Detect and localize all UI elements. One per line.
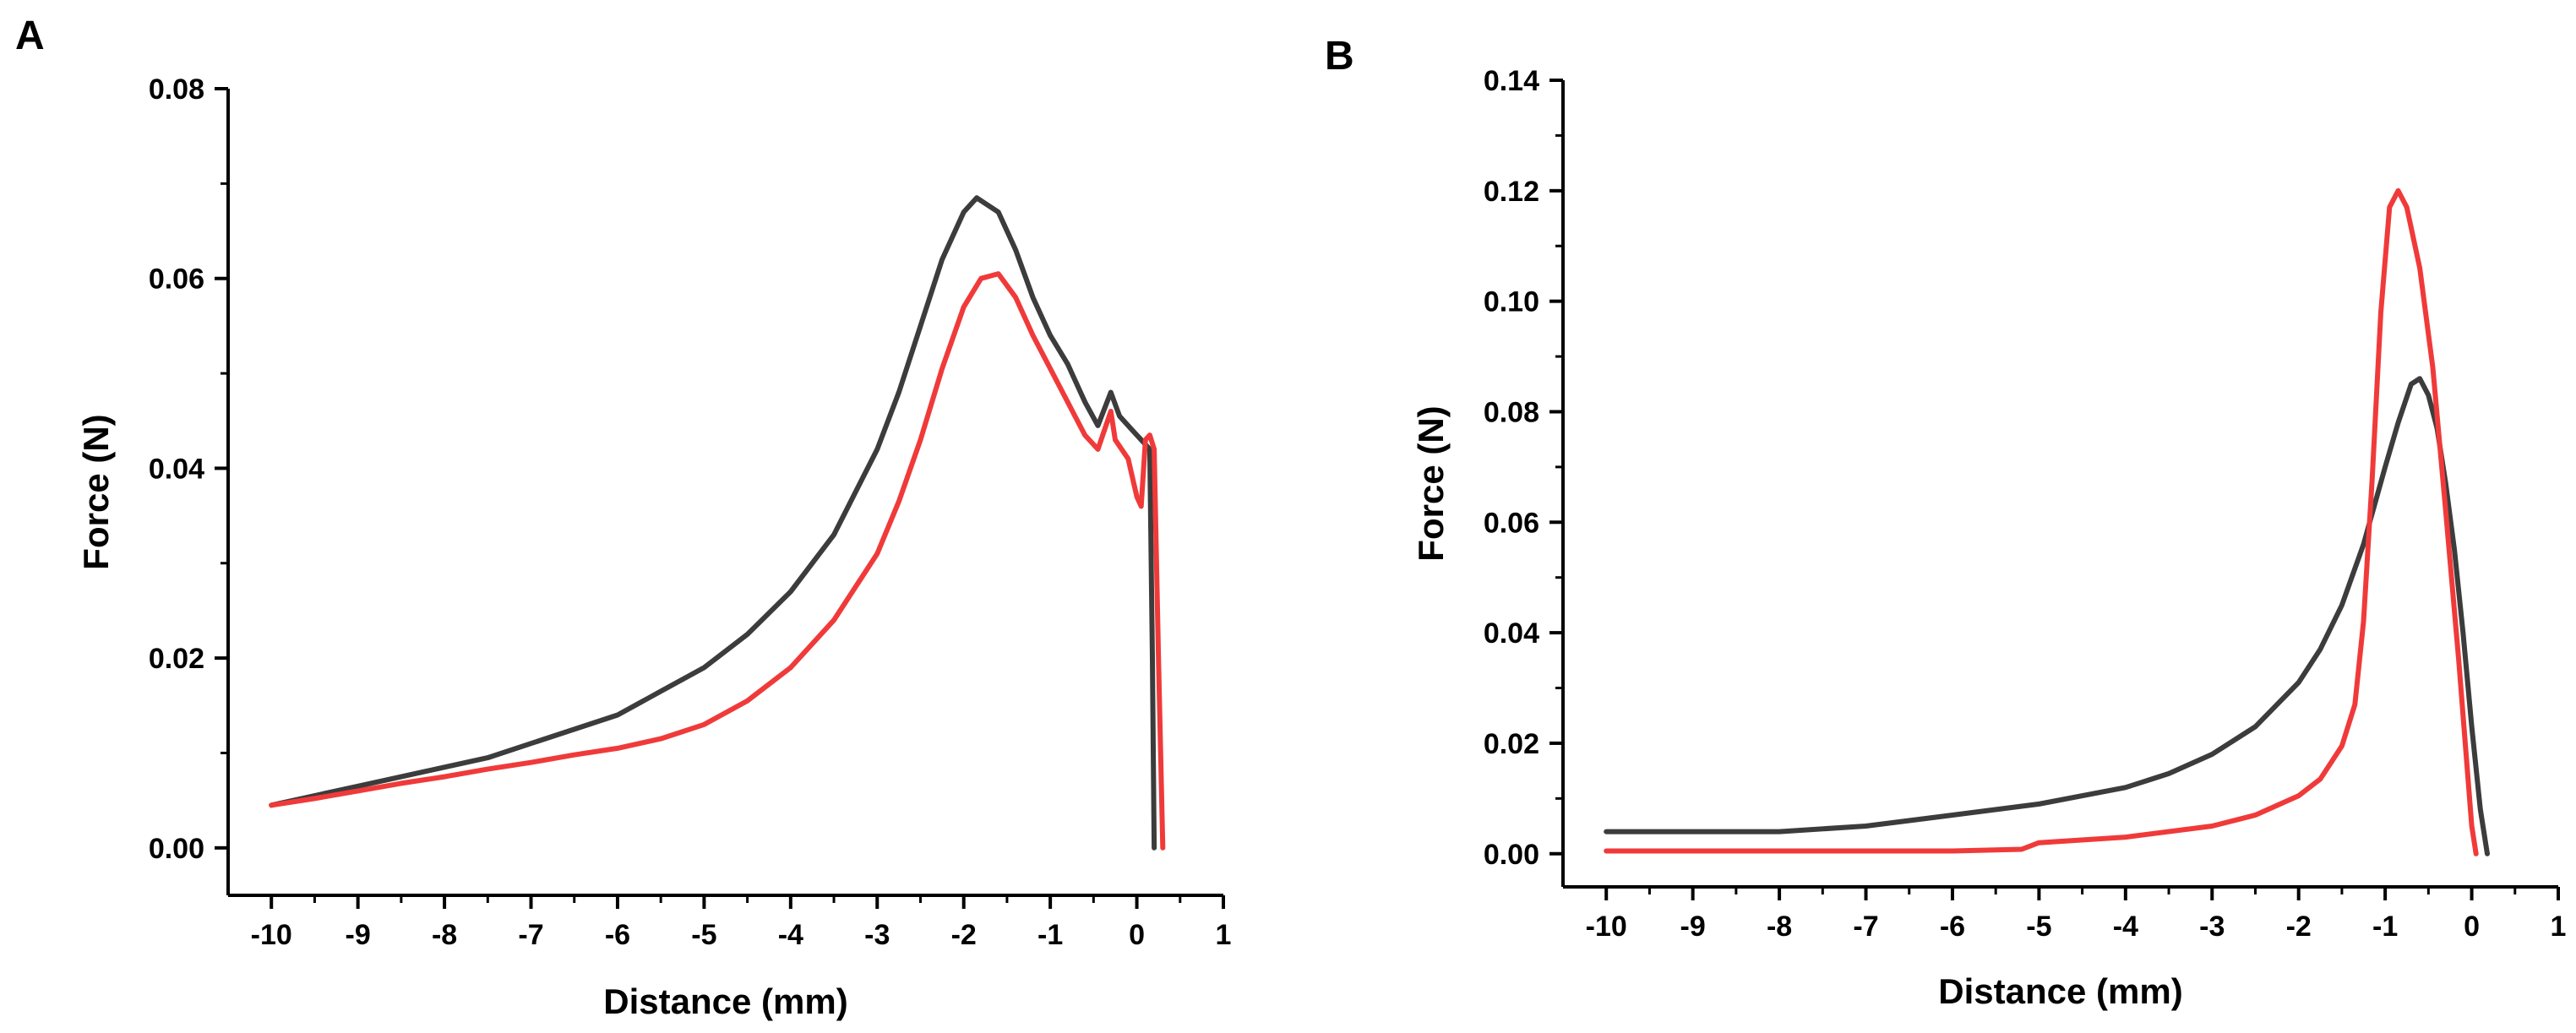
x-tick-label: -4 — [778, 919, 803, 951]
y-tick-label: 0.14 — [1484, 65, 1539, 97]
x-tick-label: -6 — [1940, 911, 1965, 943]
x-tick-label: -1 — [2372, 911, 2398, 943]
y-tick-label: 0.02 — [149, 643, 204, 675]
x-tick-label: -8 — [1767, 911, 1792, 943]
x-tick-label: -5 — [2026, 911, 2051, 943]
x-tick-label: -3 — [864, 919, 890, 951]
x-tick-label: -3 — [2199, 911, 2225, 943]
chart-panel-a: A-10 -9 -8 -7 -6 -5 -4 -3 -2 -1 0 10.000.020.040.06… — [15, 14, 1231, 1021]
x-tick-label: -10 — [251, 919, 292, 951]
x-tick-label: -8 — [432, 919, 457, 951]
y-axis-title: Force (N) — [76, 414, 116, 569]
y-tick-label: 0.04 — [1484, 617, 1539, 650]
series-line-black — [1604, 376, 2490, 856]
x-tick-label: -10 — [1586, 911, 1627, 943]
y-tick-label: 0.12 — [1484, 176, 1539, 208]
x-tick-label: -7 — [1853, 911, 1878, 943]
x-tick-label: 1 — [2551, 911, 2567, 943]
y-tick-label: 0.08 — [149, 73, 204, 106]
x-tick-label: 0 — [1129, 919, 1145, 951]
y-tick-label: 0.06 — [149, 264, 204, 296]
y-tick-label: 0.10 — [1484, 286, 1539, 318]
y-tick-label: 0.06 — [1484, 507, 1539, 539]
y-tick-label: 0.00 — [1484, 839, 1539, 871]
x-tick-label: 0 — [2464, 911, 2480, 943]
x-tick-label: -6 — [605, 919, 630, 951]
series-line-black — [269, 195, 1157, 851]
panel-label-a: A — [15, 14, 45, 58]
y-tick-label: 0.08 — [1484, 396, 1539, 428]
y-tick-label: 0.02 — [1484, 728, 1539, 760]
x-tick-label: -7 — [518, 919, 543, 951]
x-tick-label: -5 — [691, 919, 716, 951]
x-axis-title: Distance (mm) — [603, 981, 847, 1021]
panel-label-b: B — [1325, 34, 1354, 79]
chart-panel-b: B-10 -9 -8 -7 -6 -5 -4 -3 -2 -1 0 10.000.020.040.06… — [1325, 34, 2566, 1011]
x-tick-label: -9 — [346, 919, 371, 951]
x-tick-label: -9 — [1680, 911, 1706, 943]
x-tick-label: -4 — [2113, 911, 2138, 943]
y-tick-label: 0.00 — [149, 833, 204, 865]
y-axis-title: Force (N) — [1411, 405, 1451, 561]
x-tick-label: -2 — [951, 919, 977, 951]
series-line-red — [1604, 188, 2479, 856]
y-tick-label: 0.04 — [149, 453, 204, 485]
x-tick-label: 1 — [1216, 919, 1232, 951]
x-axis-title: Distance (mm) — [1938, 971, 2182, 1011]
x-tick-label: -2 — [2286, 911, 2312, 943]
x-tick-label: -1 — [1037, 919, 1063, 951]
series-line-red — [269, 271, 1166, 851]
